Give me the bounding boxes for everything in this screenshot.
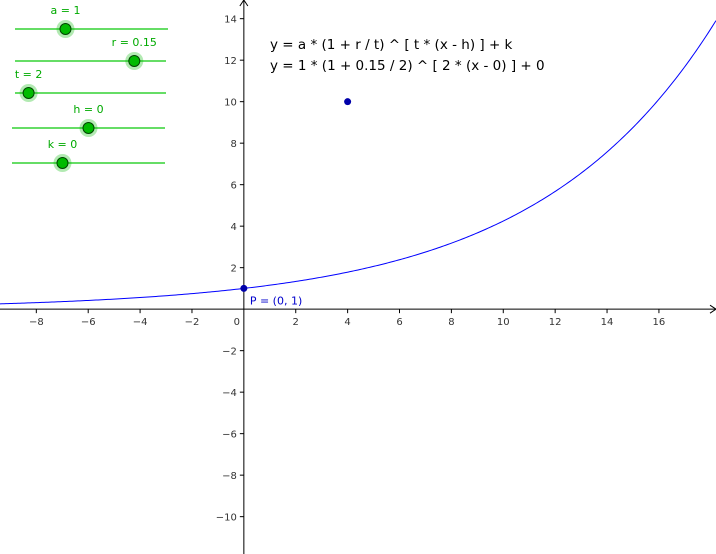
x-tick-label: 12 — [549, 317, 562, 328]
slider-h[interactable]: h = 0 — [12, 103, 165, 137]
slider-t-knob[interactable] — [22, 87, 35, 99]
slider-k-label: k = 0 — [48, 138, 78, 151]
slider-k[interactable]: k = 0 — [12, 138, 165, 172]
exponential-curve[interactable] — [0, 20, 716, 305]
slider-t[interactable]: t = 2 — [15, 68, 166, 102]
formula-general: y = a * (1 + r / t) ^ [ t * (x - h) ] + … — [270, 37, 513, 53]
slider-a[interactable]: a = 1 — [15, 4, 168, 38]
slider-r[interactable]: r = 0.15 — [15, 36, 166, 70]
y-tick-label: 8 — [230, 139, 236, 150]
x-tick-label: −6 — [81, 317, 96, 328]
x-tick-label: 2 — [293, 317, 299, 328]
formula-specific: y = 1 * (1 + 0.15 / 2) ^ [ 2 * (x - 0) ]… — [270, 58, 545, 74]
axis-ticks: −8 −6 −4 −2 0 2 4 6 8 10 12 14 16 14 12 10 8 6 4 2 −2 −4 −6 −8 −… — [29, 15, 665, 524]
x-tick-label: 6 — [396, 317, 402, 328]
y-tick-label: −6 — [222, 430, 237, 441]
slider-k-knob[interactable] — [56, 157, 69, 169]
x-tick-label: 0 — [234, 317, 240, 328]
slider-r-label: r = 0.15 — [112, 36, 157, 49]
y-tick-label: −10 — [216, 513, 237, 524]
y-tick-label: 10 — [224, 98, 237, 109]
y-tick-label: −2 — [222, 347, 237, 358]
x-tick-label: 4 — [344, 317, 350, 328]
y-tick-label: −4 — [222, 388, 237, 399]
slider-a-knob[interactable] — [59, 23, 72, 35]
x-tick-label: 10 — [497, 317, 510, 328]
slider-h-knob[interactable] — [82, 122, 95, 134]
y-tick-label: −8 — [222, 471, 237, 482]
y-tick-label: 6 — [230, 181, 236, 192]
x-tick-label: −4 — [133, 317, 148, 328]
y-axis-arrow — [239, 0, 249, 7]
point-p-label: P = (0, 1) — [250, 294, 302, 307]
x-axis-arrow — [709, 304, 716, 314]
slider-t-label: t = 2 — [15, 68, 43, 81]
point-p[interactable] — [240, 284, 248, 292]
y-tick-label: 12 — [224, 56, 237, 67]
y-tick-label: 4 — [230, 222, 236, 233]
x-tick-label: 8 — [448, 317, 454, 328]
x-tick-label: 16 — [653, 317, 666, 328]
slider-a-label: a = 1 — [51, 4, 81, 17]
slider-r-knob[interactable] — [128, 55, 141, 67]
x-tick-label: −8 — [29, 317, 44, 328]
x-tick-label: 14 — [601, 317, 614, 328]
sliders-panel: a = 1 r = 0.15 t = 2 h = 0 k = 0 — [12, 4, 168, 172]
y-tick-label: 2 — [230, 264, 236, 275]
slider-h-label: h = 0 — [73, 103, 103, 116]
extra-point[interactable] — [344, 98, 352, 106]
y-tick-label: 14 — [224, 15, 237, 26]
x-tick-label: −2 — [185, 317, 200, 328]
